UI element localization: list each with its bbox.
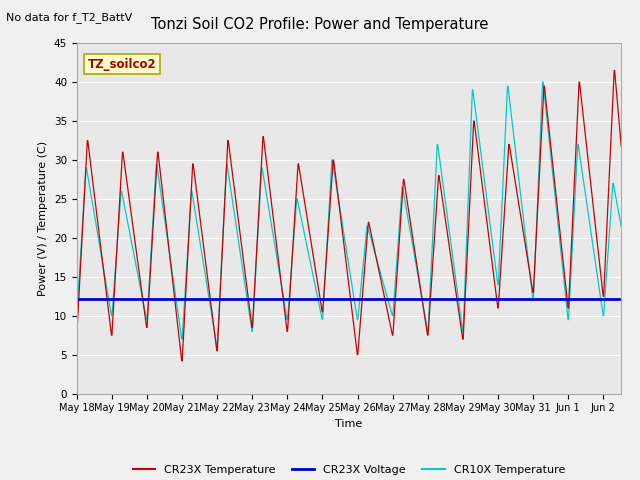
- CR10X Temperature: [268, 226, 276, 232]
- Line: CR10X Temperature: CR10X Temperature: [77, 82, 640, 347]
- Text: Tonzi Soil CO2 Profile: Power and Temperature: Tonzi Soil CO2 Profile: Power and Temper…: [151, 17, 489, 32]
- CR23X Temperature: [268, 206, 276, 212]
- CR10X Temperature: [300, 230, 308, 236]
- CR23X Temperature: [136, 273, 143, 278]
- CR23X Temperature: [611, 68, 618, 73]
- CR23X Voltage: [108, 297, 116, 302]
- CR23X Voltage: [73, 297, 81, 302]
- Line: CR23X Temperature: CR23X Temperature: [77, 71, 640, 361]
- CR23X Temperature: [178, 358, 186, 364]
- Text: No data for f_T2_BattV: No data for f_T2_BattV: [6, 12, 132, 23]
- Text: TZ_soilco2: TZ_soilco2: [88, 58, 156, 71]
- CR10X Temperature: [539, 79, 547, 85]
- CR23X Temperature: [490, 274, 498, 280]
- CR23X Temperature: [284, 328, 291, 334]
- CR23X Temperature: [300, 197, 308, 203]
- CR10X Temperature: [490, 251, 498, 257]
- Legend: CR23X Temperature, CR23X Voltage, CR10X Temperature: CR23X Temperature, CR23X Voltage, CR10X …: [128, 460, 570, 479]
- CR10X Temperature: [136, 281, 143, 287]
- CR23X Temperature: [73, 332, 81, 338]
- CR10X Temperature: [73, 313, 81, 319]
- X-axis label: Time: Time: [335, 419, 362, 429]
- CR10X Temperature: [213, 344, 221, 350]
- Y-axis label: Power (V) / Temperature (C): Power (V) / Temperature (C): [38, 141, 48, 296]
- CR10X Temperature: [284, 317, 291, 323]
